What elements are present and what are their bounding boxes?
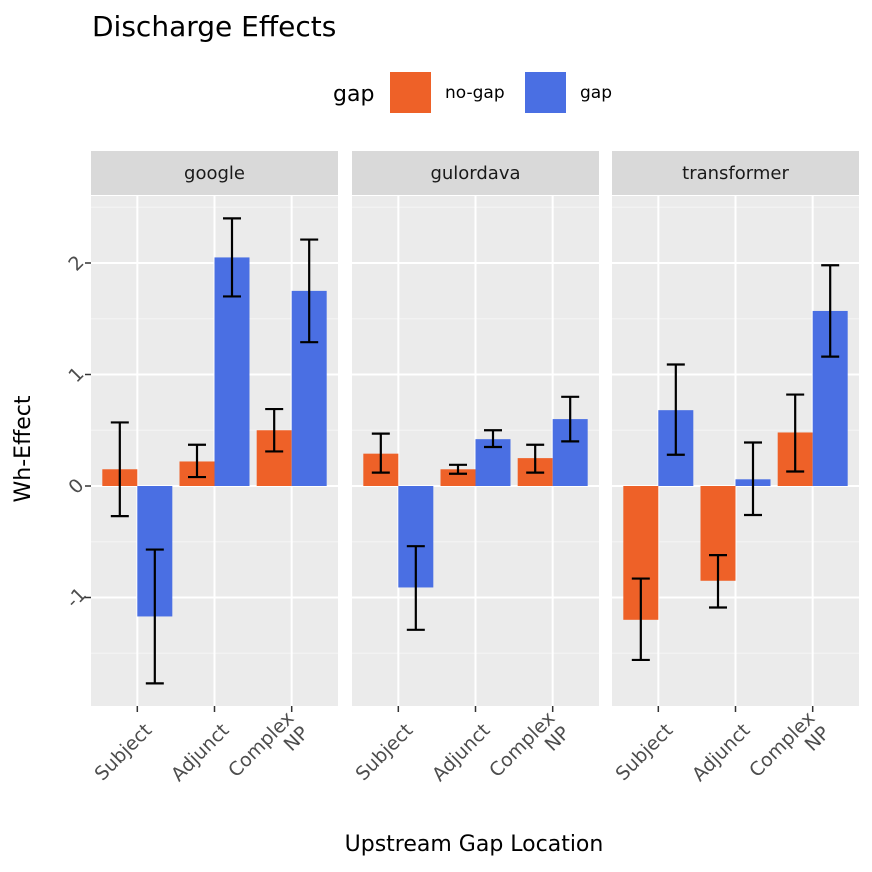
y-tick-label: 0 xyxy=(64,474,88,498)
error-bar-transformer-complex-np-gap xyxy=(821,264,840,358)
y-tick-label: 2 xyxy=(64,251,88,275)
x-tick-label-complex-np: ComplexNP xyxy=(485,707,574,796)
legend-swatch-gap xyxy=(525,72,566,113)
x-tick-label-adjunct: Adjunct xyxy=(167,719,233,785)
error-bar-gulordava-complex-np-no-gap xyxy=(526,443,545,474)
legend-label-no-gap: no-gap xyxy=(445,83,505,103)
legend-label-gap: gap xyxy=(580,83,612,103)
error-bar-gulordava-adjunct-gap xyxy=(484,429,502,449)
strip-background xyxy=(612,151,859,195)
x-tick-label-subject: Subject xyxy=(611,719,677,785)
error-bar-gulordava-complex-np-gap xyxy=(561,395,580,443)
error-bar-google-complex-np-no-gap xyxy=(265,407,284,453)
strip-background xyxy=(352,151,599,195)
y-axis-title: Wh-Effect xyxy=(11,395,36,502)
legend-title: gap xyxy=(333,82,374,107)
error-bar-google-subject-gap xyxy=(145,548,164,685)
error-bar-google-subject-no-gap xyxy=(110,421,129,518)
error-bar-transformer-subject-gap xyxy=(666,363,685,456)
chart-title: Discharge Effects xyxy=(92,10,336,43)
error-bar-transformer-adjunct-no-gap xyxy=(709,554,727,609)
error-bar-gulordava-adjunct-no-gap xyxy=(449,463,467,475)
x-tick-label-complex-np: ComplexNP xyxy=(745,707,834,796)
strip-label-gulordava: gulordava xyxy=(430,163,520,184)
x-axis-title: Upstream Gap Location xyxy=(345,832,604,857)
error-bar-gulordava-subject-gap xyxy=(406,545,425,631)
legend-swatch-no-gap xyxy=(390,72,431,113)
error-bar-transformer-subject-no-gap xyxy=(631,577,650,662)
error-bar-google-adjunct-gap xyxy=(223,217,241,298)
x-tick-label-adjunct: Adjunct xyxy=(688,719,754,785)
strip-background xyxy=(91,151,338,195)
x-tick-label-complex-np: ComplexNP xyxy=(224,707,313,796)
error-bar-google-adjunct-no-gap xyxy=(188,443,206,479)
error-bar-transformer-complex-np-no-gap xyxy=(786,393,805,473)
strip-label-google: google xyxy=(184,163,245,184)
strip-label-transformer: transformer xyxy=(682,163,789,184)
error-bar-gulordava-subject-no-gap xyxy=(371,432,390,474)
error-bar-google-complex-np-gap xyxy=(300,238,319,344)
x-tick-label-subject: Subject xyxy=(351,719,417,785)
y-tick-label: 1 xyxy=(64,363,88,387)
y-axis: -1 0 1 2 xyxy=(62,251,91,612)
x-tick-label-subject: Subject xyxy=(90,719,156,785)
error-bar-transformer-adjunct-gap xyxy=(744,441,762,517)
y-tick-label: -1 xyxy=(62,583,91,612)
x-tick-label-adjunct: Adjunct xyxy=(428,719,494,785)
legend: gap no-gap gap xyxy=(333,72,612,113)
